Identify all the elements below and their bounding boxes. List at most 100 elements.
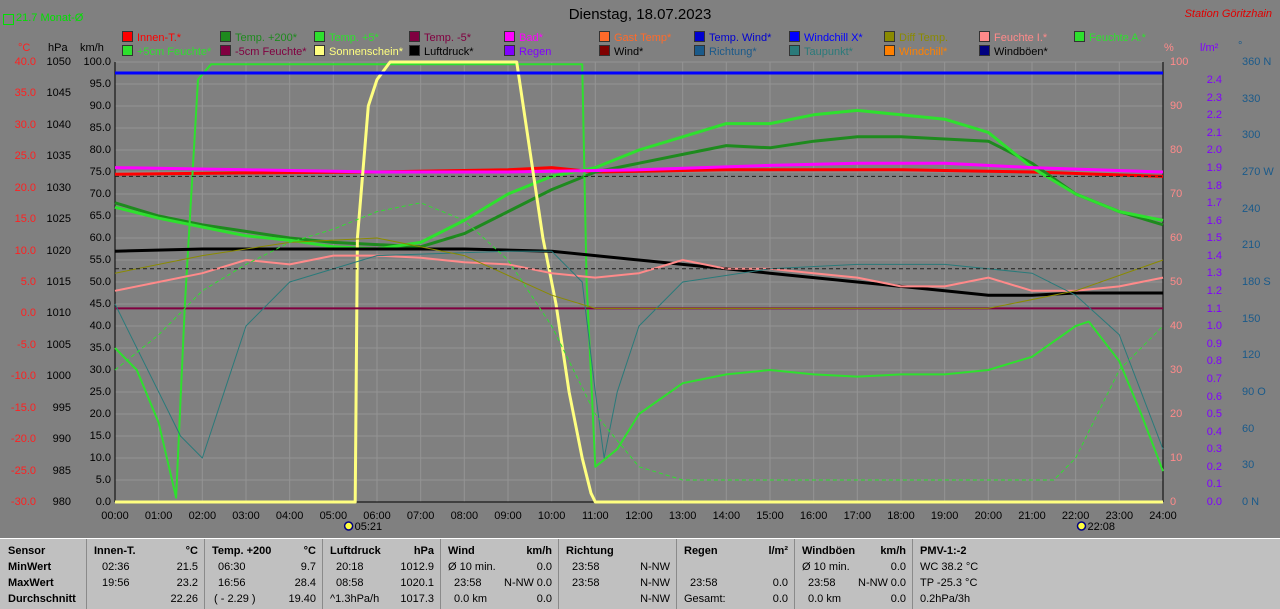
legend-item: Wind* [599, 45, 643, 58]
legend-swatch [220, 31, 231, 42]
series-line-taupunkt [114, 250, 1164, 459]
stats-label-max: MaxWert [8, 577, 54, 589]
legend-label: Windböen* [994, 46, 1048, 58]
legend-label: Diff Temp. [899, 32, 949, 44]
legend-label: Feuchte A.* [1089, 32, 1146, 44]
legend-swatch [122, 45, 133, 56]
legend-swatch [409, 31, 420, 42]
legend-label: Richtung* [709, 46, 757, 58]
legend-swatch [979, 31, 990, 42]
legend-item: Feuchte I.* [979, 31, 1047, 44]
hpa-unit: hPa [48, 42, 68, 54]
series-line-temp-200 [114, 135, 1164, 249]
legend-item: Temp. -5* [409, 31, 471, 44]
series-line-feuchte-i [114, 254, 1164, 292]
kmh-tick: 70.0 [89, 188, 111, 200]
direction-tick: 330 [1242, 92, 1261, 105]
stats-luftdruck-min-val: 1012.9 [400, 561, 434, 573]
percent-tick: 30 [1170, 364, 1183, 376]
celsius-tick: 5.0 [20, 276, 36, 288]
rain-tick: 0.8 [1206, 355, 1222, 368]
stats-regen-avg-label: Gesamt: [684, 593, 726, 605]
hpa-tick: 985 [52, 464, 71, 477]
percent-tick: 100 [1170, 56, 1189, 68]
legend-label: Luftdruck* [424, 46, 474, 58]
rain-tick: 1.1 [1206, 302, 1222, 315]
percent-unit: % [1164, 42, 1174, 54]
legend-item: Sonnenschein* [314, 45, 403, 58]
legend-label: Taupunkt* [804, 46, 853, 58]
legend-item: Windchill X* [789, 31, 863, 44]
stats-luftdruck-avg-val: 1017.3 [400, 593, 434, 605]
hpa-tick: 1020 [46, 244, 71, 257]
legend-item: Bad* [504, 31, 543, 44]
legend-swatch [884, 45, 895, 56]
legend-item: Richtung* [694, 45, 757, 58]
stats-wind-avg-val: 0.0 [536, 593, 552, 605]
stats-wind-max-val: 0.0 [536, 577, 552, 589]
legend-label: +5cm Feuchte* [137, 46, 212, 58]
kmh-tick: 20.0 [89, 408, 111, 420]
legend-swatch [1074, 31, 1085, 42]
stats-boeen-avg-val: 0.0 [890, 593, 906, 605]
stats-regen-avg-val: 0.0 [772, 593, 788, 605]
legend-item: -5cm Feuchte* [220, 45, 307, 58]
time-tick: 24:00 [1149, 510, 1177, 522]
time-tick: 01:00 [144, 510, 173, 522]
time-tick: 14:00 [712, 510, 741, 522]
hpa-tick: 1050 [46, 56, 71, 68]
direction-tick: 360 N [1242, 56, 1272, 68]
stats-regen-max-val: 0.0 [772, 577, 788, 589]
time-tick: 17:00 [843, 510, 872, 522]
celsius-tick: 10.0 [14, 244, 36, 257]
rain-tick: 1.0 [1206, 320, 1222, 333]
percent-tick: 0 [1170, 496, 1177, 508]
legend-item: Luftdruck* [409, 45, 474, 58]
sunrise-time: 05:21 [354, 521, 383, 533]
time-tick: 12:00 [625, 510, 653, 522]
time-tick: 08:00 [450, 510, 479, 522]
monthly-avg-icon [3, 14, 14, 25]
hpa-tick: 990 [52, 433, 71, 446]
celsius-tick: 0.0 [20, 307, 36, 320]
kmh-tick: 60.0 [89, 232, 111, 244]
kmh-tick: 100.0 [83, 56, 111, 68]
rain-tick: 2.2 [1206, 109, 1222, 122]
series-line-temp-5 [114, 63, 1164, 499]
stats-pmv-wc: WC 38.2 °C [920, 561, 979, 573]
stats-unit-regen: l/m² [768, 545, 788, 557]
legend-swatch [694, 45, 705, 56]
station-name: Station Göritzhain [1184, 8, 1272, 20]
time-tick: 23:00 [1105, 510, 1134, 522]
direction-tick: 120 [1242, 349, 1261, 362]
stats-luftdruck-avg-extra: ^1.3hPa/h [330, 593, 380, 605]
legend-label: Temp. Wind* [709, 32, 772, 44]
stats-temp200-avg-val: 19.40 [288, 593, 316, 605]
stats-luftdruck-max-val: 1020.1 [400, 577, 434, 589]
stats-head-luftdruck: Luftdruck [330, 545, 381, 557]
stats-col-regen: Regen l/m² 23:58 0.0 Gesamt: 0.0 [676, 539, 795, 609]
celsius-unit: °C [18, 42, 31, 54]
rain-tick: 0.1 [1206, 478, 1222, 491]
stats-col-sensor: Sensor MinWert MaxWert Durchschnitt [0, 539, 87, 609]
direction-tick: 150 [1242, 312, 1261, 325]
legend-swatch [504, 45, 515, 56]
legend-item: +5cm Feuchte* [122, 45, 212, 58]
direction-tick: 90 O [1242, 386, 1266, 398]
legend-label: Windchill X* [804, 32, 863, 44]
rain-tick: 2.0 [1206, 144, 1222, 157]
legend-swatch [314, 31, 325, 42]
kmh-tick: 80.0 [89, 144, 111, 156]
stats-boeen-max-dir: N-NW [858, 577, 888, 589]
dir-unit: ° [1238, 40, 1243, 52]
stats-wind-min-val: 0.0 [536, 561, 552, 573]
legend-item: Temp. +5* [314, 31, 379, 44]
legend-item: Temp. +200* [220, 31, 297, 44]
legend-label: Bad* [519, 32, 543, 44]
stats-col-richtung: Richtung 23:58 N-NW 23:58 N-NW N-NW [558, 539, 677, 609]
kmh-tick: 85.0 [89, 122, 111, 134]
stats-boeen-max-val: 0.0 [890, 577, 906, 589]
time-tick: 00:00 [101, 510, 129, 522]
legend-item: Feuchte A.* [1074, 31, 1146, 44]
celsius-tick: -30.0 [10, 496, 36, 508]
